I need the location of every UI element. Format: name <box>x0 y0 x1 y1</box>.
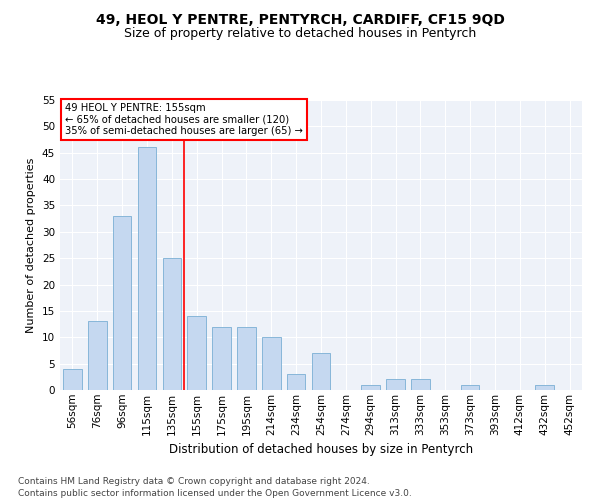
Bar <box>386 380 405 390</box>
Bar <box>361 384 380 390</box>
Bar <box>113 216 131 390</box>
Bar <box>187 316 206 390</box>
Y-axis label: Number of detached properties: Number of detached properties <box>26 158 37 332</box>
Bar <box>137 148 157 390</box>
Bar <box>212 326 231 390</box>
Bar <box>262 338 281 390</box>
Bar <box>63 369 82 390</box>
X-axis label: Distribution of detached houses by size in Pentyrch: Distribution of detached houses by size … <box>169 443 473 456</box>
Bar <box>461 384 479 390</box>
Text: Contains HM Land Registry data © Crown copyright and database right 2024.
Contai: Contains HM Land Registry data © Crown c… <box>18 476 412 498</box>
Text: Size of property relative to detached houses in Pentyrch: Size of property relative to detached ho… <box>124 28 476 40</box>
Bar <box>237 326 256 390</box>
Text: 49, HEOL Y PENTRE, PENTYRCH, CARDIFF, CF15 9QD: 49, HEOL Y PENTRE, PENTYRCH, CARDIFF, CF… <box>95 12 505 26</box>
Bar <box>163 258 181 390</box>
Bar <box>411 380 430 390</box>
Text: 49 HEOL Y PENTRE: 155sqm
← 65% of detached houses are smaller (120)
35% of semi-: 49 HEOL Y PENTRE: 155sqm ← 65% of detach… <box>65 103 303 136</box>
Bar <box>287 374 305 390</box>
Bar <box>311 353 331 390</box>
Bar <box>88 322 107 390</box>
Bar <box>535 384 554 390</box>
